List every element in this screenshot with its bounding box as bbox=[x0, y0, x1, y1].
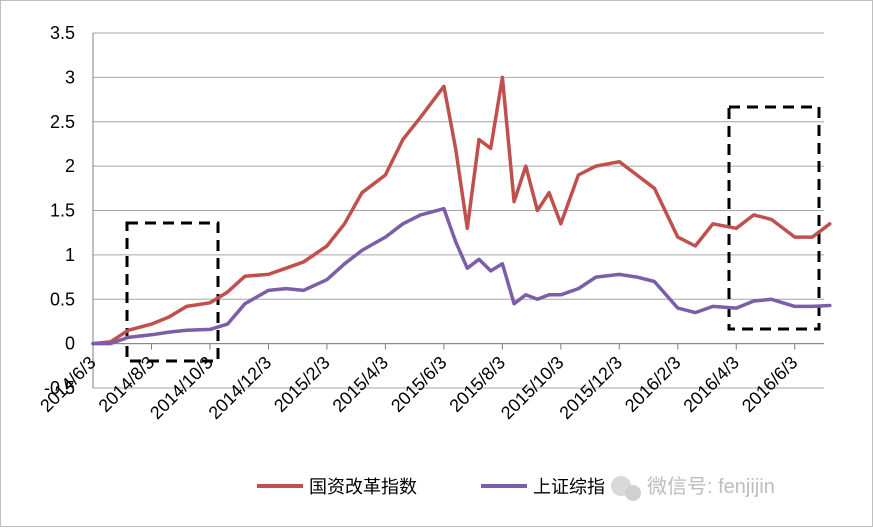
x-tick-label: 2015/6/3 bbox=[387, 352, 451, 416]
y-tick-label: 1 bbox=[65, 245, 75, 265]
series-line-1 bbox=[91, 206, 832, 346]
y-tick-label: 0.5 bbox=[50, 289, 75, 309]
x-tick-label: 2015/4/3 bbox=[329, 352, 393, 416]
legend-label-series-0: 国资改革指数 bbox=[309, 477, 417, 497]
x-tick-label: 2016/2/3 bbox=[621, 352, 685, 416]
y-tick-label: 3.5 bbox=[50, 23, 75, 43]
x-tick-label: 2016/4/3 bbox=[679, 352, 743, 416]
watermark: 微信号: fenjijin bbox=[611, 475, 775, 501]
y-tick-label: 2.5 bbox=[50, 112, 75, 132]
wechat-icon bbox=[611, 476, 641, 501]
x-axis: 2014/6/32014/8/32014/10/32014/12/32015/2… bbox=[36, 33, 824, 423]
y-axis-ticks: -0.5 0 0.5 1 1.5 2 2.5 3 3.5 bbox=[44, 23, 75, 398]
y-tick-label: 0 bbox=[65, 334, 75, 354]
y-tick-label: 3 bbox=[65, 67, 75, 87]
highlight-box-left bbox=[125, 221, 220, 363]
series-line-0 bbox=[91, 75, 832, 346]
y-tick-label: 1.5 bbox=[50, 201, 75, 221]
gridlines bbox=[93, 32, 824, 389]
watermark-text: 微信号: fenjijin bbox=[647, 475, 775, 498]
y-tick-label: -0.5 bbox=[44, 378, 75, 398]
y-tick-label: 2 bbox=[65, 156, 75, 176]
series-lines bbox=[91, 75, 832, 346]
x-tick-label: 2015/2/3 bbox=[270, 352, 334, 416]
legend-label-series-1: 上证综指 bbox=[533, 477, 605, 497]
x-tick-label: 2016/6/3 bbox=[738, 352, 802, 416]
highlight-boxes bbox=[125, 105, 821, 363]
highlight-box-right bbox=[727, 105, 821, 331]
legend: 国资改革指数 上证综指 bbox=[257, 477, 605, 497]
